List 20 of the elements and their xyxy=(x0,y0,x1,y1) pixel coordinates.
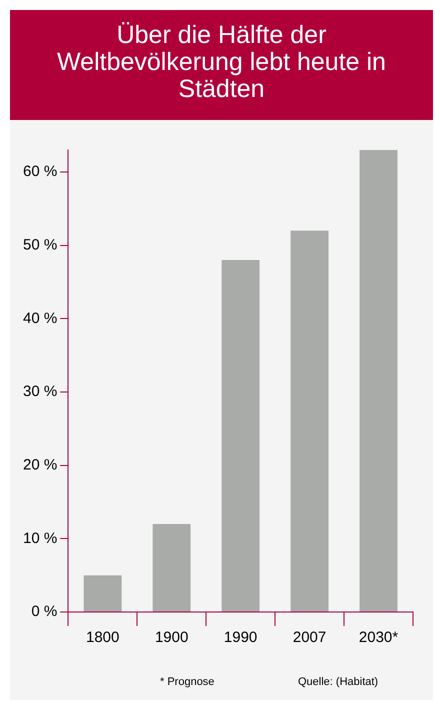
x-tick-label: 2007 xyxy=(292,629,326,646)
source-note: Quelle: (Habitat) xyxy=(298,676,378,688)
bar xyxy=(84,575,122,612)
y-tick-label: 10 % xyxy=(22,530,58,547)
x-tick-label: 2030* xyxy=(358,629,398,646)
bar xyxy=(360,150,398,612)
bar xyxy=(152,524,191,612)
bar xyxy=(290,230,329,612)
y-tick-label: 0 % xyxy=(31,603,58,620)
y-tick-label: 20 % xyxy=(22,456,58,474)
x-tick-label: 1900 xyxy=(154,629,188,646)
y-tick-label: 50 % xyxy=(22,236,58,254)
x-tick-label: 1800 xyxy=(86,629,120,646)
bar xyxy=(222,260,260,612)
y-tick-label: 40 % xyxy=(22,310,58,327)
chart-title: Über die Hälfte der Weltbevölkerung lebt heute in Städten xyxy=(10,10,433,120)
x-tick-label: 1990 xyxy=(224,629,258,646)
y-tick-label: 30 % xyxy=(22,383,58,400)
y-tick-label: 60 % xyxy=(22,163,58,180)
text: * Prognose xyxy=(160,676,214,688)
